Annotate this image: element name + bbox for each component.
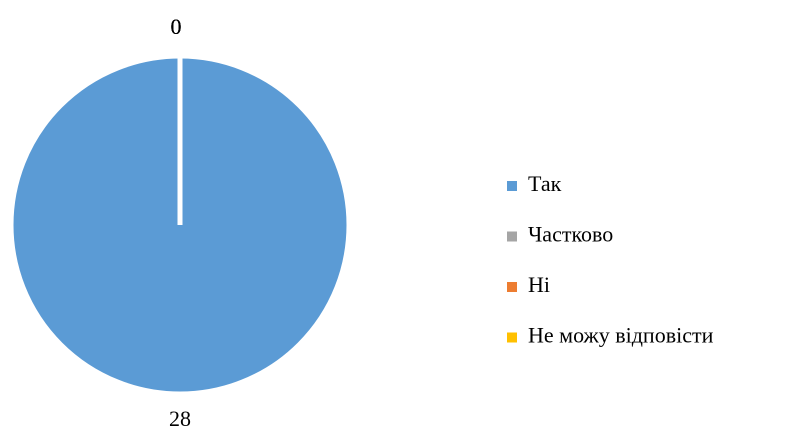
data-label: 28 [169,406,191,431]
data-label: 0 [171,14,182,39]
data-label: 0 [171,14,182,39]
legend-label: Не можу відповісти [528,323,714,348]
legend-swatch [507,282,517,292]
legend-swatch [507,332,517,343]
legend-label: Так [528,171,562,196]
legend-swatch [507,231,517,242]
legend-label: Частково [528,222,613,247]
data-label: 0 [171,14,182,39]
legend-label: Ні [528,272,550,297]
legend-swatch [507,181,517,191]
